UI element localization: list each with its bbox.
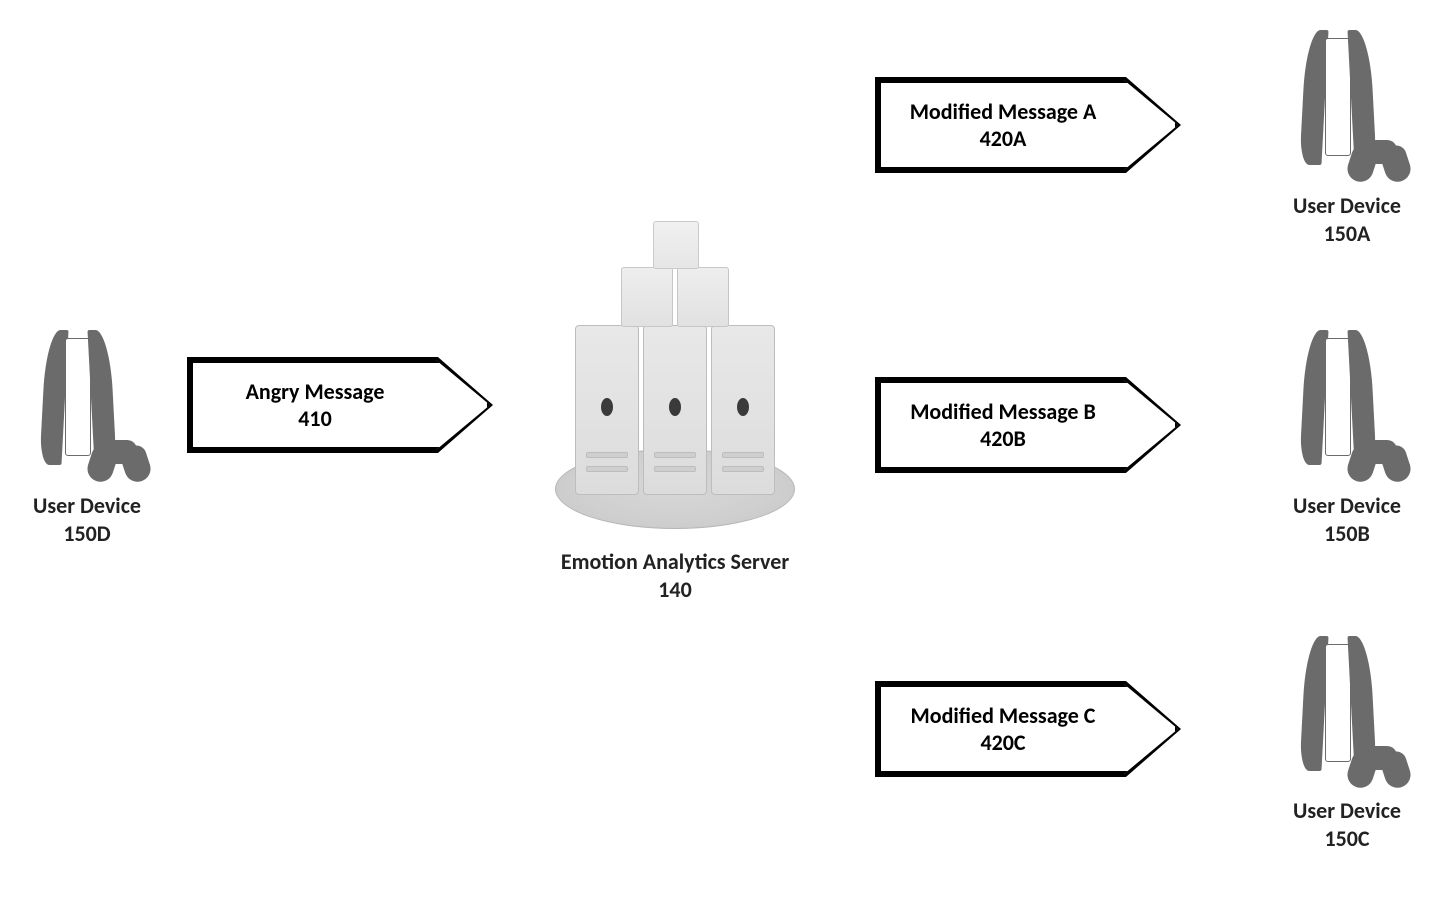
user-device-a-title: User Device [1282,192,1412,220]
user-device-d-title: User Device [22,492,152,520]
msg-c-line1: Modified Message C [911,702,1096,729]
angry-message-line2: 410 [298,405,331,432]
user-device-b-label: User Device 150B [1282,492,1412,547]
server-title: Emotion Analytics Server [520,548,830,576]
msg-a-line2: 420A [980,125,1027,152]
msg-c-box: Modified Message C 420C [878,684,1178,774]
user-device-c-label: User Device 150C [1282,797,1412,852]
msg-a-line1: Modified Message A [910,98,1097,125]
msg-b-line1: Modified Message B [910,398,1096,425]
msg-b-line2: 420B [980,425,1026,452]
user-device-b-icon [1285,330,1405,480]
user-device-a-icon [1285,30,1405,180]
user-device-d-label: User Device 150D [22,492,152,547]
user-device-a-label: User Device 150A [1282,192,1412,247]
user-device-c-ref: 150C [1282,825,1412,853]
user-device-c-icon [1285,636,1405,786]
user-device-d-ref: 150D [22,520,152,548]
angry-message-box: Angry Message 410 [190,360,490,450]
user-device-b-ref: 150B [1282,520,1412,548]
user-device-b-title: User Device [1282,492,1412,520]
user-device-c-title: User Device [1282,797,1412,825]
server-label: Emotion Analytics Server 140 [520,548,830,603]
msg-c-line2: 420C [980,729,1025,756]
server-ref: 140 [520,576,830,604]
msg-b-box: Modified Message B 420B [878,380,1178,470]
user-device-d-icon [25,330,145,480]
angry-message-line1: Angry Message [246,378,385,405]
user-device-a-ref: 150A [1282,220,1412,248]
msg-a-box: Modified Message A 420A [878,80,1178,170]
server-icon [545,225,805,535]
